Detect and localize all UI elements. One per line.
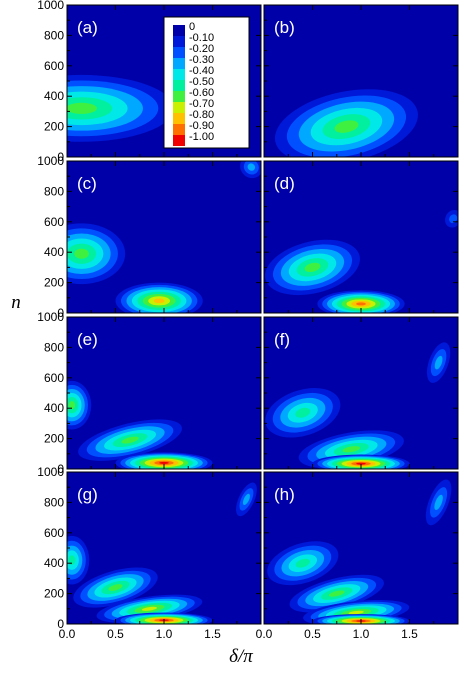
contour-level-2-blob-2	[449, 214, 458, 224]
y-axis-label: n	[11, 292, 21, 313]
panel-label: (d)	[274, 174, 295, 193]
legend-swatch	[173, 36, 185, 47]
y-tick-label: 600	[44, 59, 64, 73]
y-tick-label: 800	[44, 340, 64, 354]
contour-level-5-blob-0	[295, 558, 310, 568]
legend-label: -0.50	[189, 76, 214, 88]
y-tick-label: 800	[44, 28, 64, 42]
contour-level-10-blob-2	[356, 462, 366, 465]
legend-swatch	[173, 91, 185, 102]
panel-label: (g)	[77, 485, 98, 504]
panel-f: (f)	[263, 316, 459, 470]
y-tick-label: 400	[44, 89, 64, 103]
legend-label: -0.30	[189, 54, 214, 66]
panel-label: (b)	[274, 18, 295, 37]
legend-label: -0.60	[189, 87, 214, 99]
panel-label: (c)	[77, 174, 97, 193]
contour-level-10-blob-2	[159, 461, 169, 464]
contour-level-7-blob-2	[348, 610, 364, 615]
y-tick-label: 600	[44, 526, 64, 540]
y-tick-label: 600	[44, 215, 64, 229]
contour-level-6-blob-0	[68, 401, 76, 410]
contour-level-6-blob-1	[121, 436, 139, 444]
y-tick-label: 200	[44, 120, 64, 134]
panel-h: 0.0 0.5 1.0 1.5 (h)	[256, 471, 459, 641]
y-tick-label: 0	[57, 306, 64, 320]
contour-level-5-blob-0	[68, 555, 76, 566]
y-tick-label: 0	[57, 617, 64, 631]
y-tick-label: 0	[57, 462, 64, 476]
panel-e: 0 200 400 600 800 1000 (e)	[37, 310, 262, 476]
x-tick-label: 1.5	[401, 627, 418, 641]
y-tick-label: 200	[44, 432, 64, 446]
contour-level-9-blob-1	[356, 302, 366, 306]
contour-level-6-blob-1	[342, 446, 361, 453]
y-tick-label: 0	[57, 150, 64, 164]
contour-level-5-blob-0	[295, 407, 311, 418]
legend-swatch	[173, 69, 185, 80]
panel-label: (e)	[77, 330, 98, 349]
y-tick-label: 800	[44, 495, 64, 509]
contour-level-3-blob-4	[434, 494, 443, 511]
legend-swatch	[173, 113, 185, 124]
y-tick-label: 800	[44, 184, 64, 198]
x-tick-label: 0.5	[107, 627, 124, 641]
legend-swatch	[173, 135, 185, 146]
panel-label: (h)	[274, 485, 295, 504]
contour-level-3-blob-4	[242, 493, 250, 505]
y-tick-label: 1000	[37, 310, 64, 324]
panel-d: (d)	[263, 160, 459, 314]
panels-layer: 0 200 400 600 800 1000 (a) (b) 0 200 400 600 800 1000…	[37, 0, 459, 641]
x-axis-label: δ/π	[229, 646, 253, 667]
y-tick-label: 1000	[37, 465, 64, 479]
contour-level-6-blob-0	[67, 102, 97, 114]
panel-b: (b)	[263, 4, 459, 158]
legend-label: -0.70	[189, 98, 214, 110]
x-tick-label: 1.5	[204, 627, 221, 641]
x-tick-label: 1.0	[353, 627, 370, 641]
y-tick-label: 200	[44, 587, 64, 601]
y-tick-label: 400	[44, 245, 64, 259]
legend-label: 0	[189, 21, 195, 33]
contour-level-6-blob-0	[74, 248, 89, 259]
contour-level-7-blob-2	[141, 606, 158, 611]
color-legend: 0-0.10-0.20-0.30-0.40-0.50-0.60-0.70-0.8…	[163, 16, 250, 149]
contour-level-3-blob-2	[247, 163, 256, 171]
x-tick-label: 0.0	[256, 627, 273, 641]
contour-level-6-blob-0	[334, 120, 359, 133]
legend-swatch	[173, 58, 185, 69]
legend-label: -0.80	[189, 109, 214, 121]
legend-swatch	[173, 102, 185, 113]
legend-swatch	[173, 47, 185, 58]
x-tick-label: 0.0	[59, 627, 76, 641]
y-tick-label: 1000	[37, 154, 64, 168]
legend-label: -1.00	[189, 131, 214, 143]
panel-label: (a)	[77, 18, 98, 37]
legend-label: -0.90	[189, 120, 214, 132]
contour-level-3-blob-3	[434, 355, 443, 370]
contour-level-6-blob-1	[108, 584, 123, 591]
y-tick-label: 200	[44, 276, 64, 290]
legend-swatch	[173, 124, 185, 135]
legend-label: -0.20	[189, 43, 214, 55]
contour-level-6-blob-0	[304, 262, 321, 273]
legend-label: -0.40	[189, 65, 214, 77]
y-tick-label: 400	[44, 556, 64, 570]
contour-level-6-blob-1	[328, 590, 345, 597]
legend-label: -0.10	[189, 32, 214, 44]
y-tick-label: 1000	[37, 0, 64, 12]
legend-swatch	[173, 80, 185, 91]
panel-label: (f)	[274, 330, 290, 349]
x-tick-label: 0.5	[304, 627, 321, 641]
y-tick-label: 600	[44, 371, 64, 385]
legend-swatch	[173, 25, 185, 36]
panel-c: 0 200 400 600 800 1000 (c)	[37, 154, 262, 320]
contour-level-8-blob-1	[153, 298, 165, 304]
panel-g: 0 200 400 600 800 1000 0.0 0.5 1.0 1.5 (g)	[37, 465, 262, 641]
x-tick-label: 1.0	[156, 627, 173, 641]
y-tick-label: 400	[44, 401, 64, 415]
